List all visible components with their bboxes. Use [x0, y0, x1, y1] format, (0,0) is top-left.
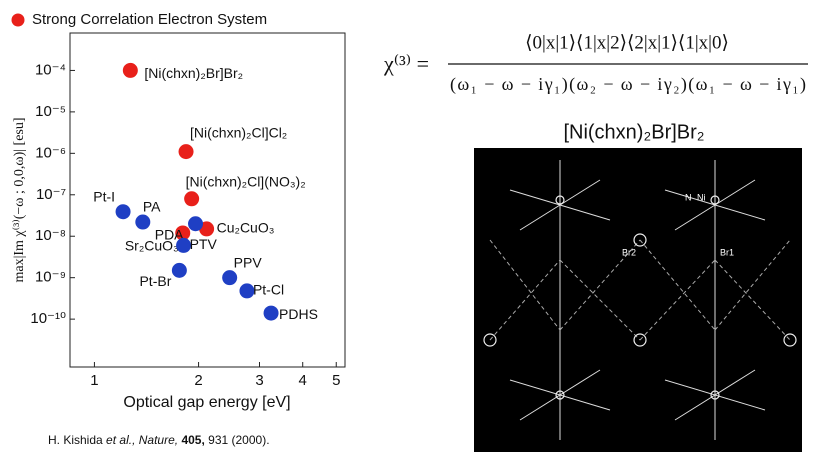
atom-label: Br2 — [622, 247, 636, 257]
chart: 1 2 3 4 5 10⁻⁴ 10⁻⁵ 10⁻⁶ 10⁻⁷ 10⁻⁸ 10⁻⁹ 10⁻¹⁰ [Ni(ch… — [12, 11, 341, 389]
point-label: [Ni(chxn)₂Cl](NO₃)₂ — [186, 174, 306, 190]
y-tick-label: 10⁻⁴ — [35, 61, 66, 78]
atom-label: Ni — [697, 192, 706, 202]
citation-journal: Nature, — [139, 433, 178, 447]
point — [172, 263, 187, 278]
point-label: [Ni(chxn)₂Br]Br₂ — [144, 65, 243, 81]
point — [188, 216, 203, 231]
x-axis-label: Optical gap energy [eV] — [123, 394, 290, 411]
point-label: Pt-I — [93, 188, 115, 204]
point — [135, 215, 150, 230]
point — [116, 204, 131, 219]
y-tick-label: 10⁻⁶ — [35, 144, 66, 161]
point — [184, 191, 199, 206]
equation-numerator: ⟨0|x|1⟩⟨1|x|2⟩⟨2|x|1⟩⟨1|x|0⟩ — [525, 32, 729, 53]
point-label: PPV — [234, 254, 263, 270]
citation: H. Kishida et al., Nature, 405, 931 (200… — [48, 433, 270, 447]
y-tick-label: 10⁻⁸ — [35, 227, 66, 244]
x-tick-label: 1 — [90, 372, 98, 389]
citation-rest: 931 (2000). — [208, 433, 269, 447]
legend-swatch — [12, 14, 25, 27]
y-tick-label: 10⁻⁵ — [35, 103, 66, 120]
point-label: PTV — [190, 236, 218, 252]
y-tick-label: 10⁻⁷ — [36, 186, 66, 203]
citation-author: H. Kishida — [48, 433, 103, 447]
point-label: PA — [143, 199, 161, 215]
citation-volume: 405, — [181, 433, 204, 447]
point — [222, 270, 237, 285]
point-label: Cu₂CuO₃ — [217, 220, 275, 236]
x-tick-label: 2 — [194, 372, 202, 389]
point — [179, 144, 194, 159]
y-axis-label: max|Im χ⁽³⁾(−ω ; 0,0,ω)| [esu] — [12, 117, 27, 282]
point — [264, 306, 279, 321]
point-label: PDHS — [279, 306, 318, 322]
point-label: Pt-Br — [139, 273, 171, 289]
x-tick-label: 3 — [255, 372, 263, 389]
point — [123, 63, 138, 78]
x-tick-label: 4 — [299, 372, 307, 389]
point-label: [Ni(chxn)₂Cl]Cl₂ — [190, 124, 287, 140]
atom-label: Br1 — [720, 247, 734, 257]
x-tick-label: 5 — [332, 372, 340, 389]
point-label: Pt-Cl — [253, 282, 284, 298]
y-tick-label: 10⁻⁹ — [35, 269, 66, 286]
legend-label: Strong Correlation Electron System — [32, 11, 267, 28]
equation-lhs: χ⁽³⁾ = — [383, 51, 429, 76]
atom-label: N — [685, 192, 692, 202]
equation-denominator: (ω₁ − ω − iγ₁)(ω₂ − ω − iγ₂)(ω₁ − ω − iγ… — [450, 74, 806, 95]
citation-etal: et al., — [106, 433, 135, 447]
slide: 1 2 3 4 5 10⁻⁴ 10⁻⁵ 10⁻⁶ 10⁻⁷ 10⁻⁸ 10⁻⁹ 10⁻¹⁰ [Ni(ch… — [0, 0, 814, 454]
y-tick-label: 10⁻¹⁰ — [30, 310, 66, 327]
structure-title: [Ni(chxn)₂Br]Br₂ — [563, 121, 704, 143]
